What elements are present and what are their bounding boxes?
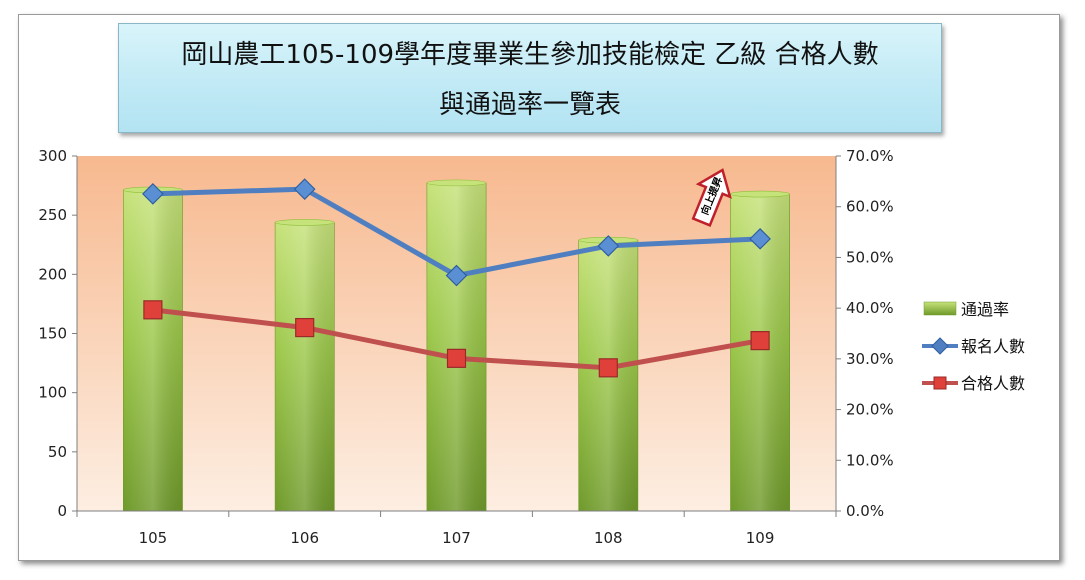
marker-passed-105 xyxy=(143,300,163,320)
bar-shine-107 xyxy=(426,182,487,511)
bar-105 xyxy=(122,186,183,512)
chart-title-line-2: 與通過率一覽表 xyxy=(438,90,621,120)
marker-passed-109 xyxy=(750,331,770,351)
legend-label-applicants: 報名人數 xyxy=(961,337,1025,356)
left-tick-label: 100 xyxy=(38,384,67,402)
marker-applicants-105 xyxy=(142,183,164,205)
bar-cap-106 xyxy=(274,219,335,226)
left-tick-label: 150 xyxy=(38,325,67,343)
left-tick-label: 300 xyxy=(38,147,67,165)
marker-passed-106 xyxy=(295,317,315,338)
chart-title-box: 岡山農工105-109學年度畢業生參加技能檢定 乙級 合格人數 與通過率一覽表 xyxy=(118,23,942,133)
right-tick-label: 0.0% xyxy=(846,502,884,520)
up-arrow-icon xyxy=(691,168,732,227)
bars-layer xyxy=(122,179,791,512)
marker-passed-107 xyxy=(446,348,467,368)
right-tick-label: 50.0% xyxy=(846,248,894,266)
right-tick-label: 30.0% xyxy=(846,350,894,368)
right-tick-label: 60.0% xyxy=(846,198,894,216)
x-tick-label: 109 xyxy=(746,529,775,547)
legend-item-passed: 合格人數 xyxy=(922,374,1025,393)
left-tick-label: 250 xyxy=(38,206,67,224)
bar-cap-107 xyxy=(426,179,487,187)
x-axis-ticks: 105 106 107 108 109 xyxy=(76,511,837,547)
x-tick-label: 105 xyxy=(139,529,168,547)
marker-applicants-107 xyxy=(445,264,468,287)
bar-107 xyxy=(426,179,487,512)
right-tick-label: 40.0% xyxy=(846,299,894,317)
legend-item-applicants: 報名人數 xyxy=(922,337,1025,356)
chart-title-line-1: 岡山農工105-109學年度畢業生參加技能檢定 乙級 合格人數 xyxy=(181,40,879,70)
left-axis-ticks: 0 50 100 150 200 250 300 xyxy=(38,147,77,520)
markers-layer xyxy=(142,178,771,378)
left-tick-label: 50 xyxy=(48,443,67,461)
left-tick-label: 200 xyxy=(38,265,67,283)
bar-shine-106 xyxy=(275,222,335,511)
legend-item-pass-rate: 通過率 xyxy=(923,300,1009,319)
bar-108 xyxy=(578,236,639,512)
legend-swatch-pass-rate xyxy=(923,301,957,316)
right-tick-label: 20.0% xyxy=(846,401,894,419)
legend-swatch-applicants-diamond-icon xyxy=(931,337,949,355)
marker-applicants-109 xyxy=(749,227,771,250)
marker-applicants-108 xyxy=(597,235,620,257)
right-axis-ticks: 0.0% 10.0% 20.0% 30.0% 40.0% 50.0% 60.0% 70.0% xyxy=(836,147,894,520)
legend-label-pass-rate: 通過率 xyxy=(961,300,1009,319)
legend: 通過率 報名人數 合格人數 xyxy=(922,300,1025,393)
marker-applicants-106 xyxy=(293,178,316,200)
right-tick-label: 70.0% xyxy=(846,147,894,165)
x-tick-label: 108 xyxy=(594,529,623,547)
legend-swatch-passed-square-icon xyxy=(933,376,947,390)
bar-106 xyxy=(274,219,335,512)
left-tick-label: 0 xyxy=(57,502,67,520)
x-tick-label: 107 xyxy=(442,529,471,547)
bar-shine-105 xyxy=(123,189,183,511)
legend-label-passed: 合格人數 xyxy=(961,374,1025,393)
right-tick-label: 10.0% xyxy=(846,451,894,469)
bar-cap-109 xyxy=(730,190,791,198)
x-tick-label: 106 xyxy=(290,529,319,547)
marker-passed-108 xyxy=(598,358,618,378)
